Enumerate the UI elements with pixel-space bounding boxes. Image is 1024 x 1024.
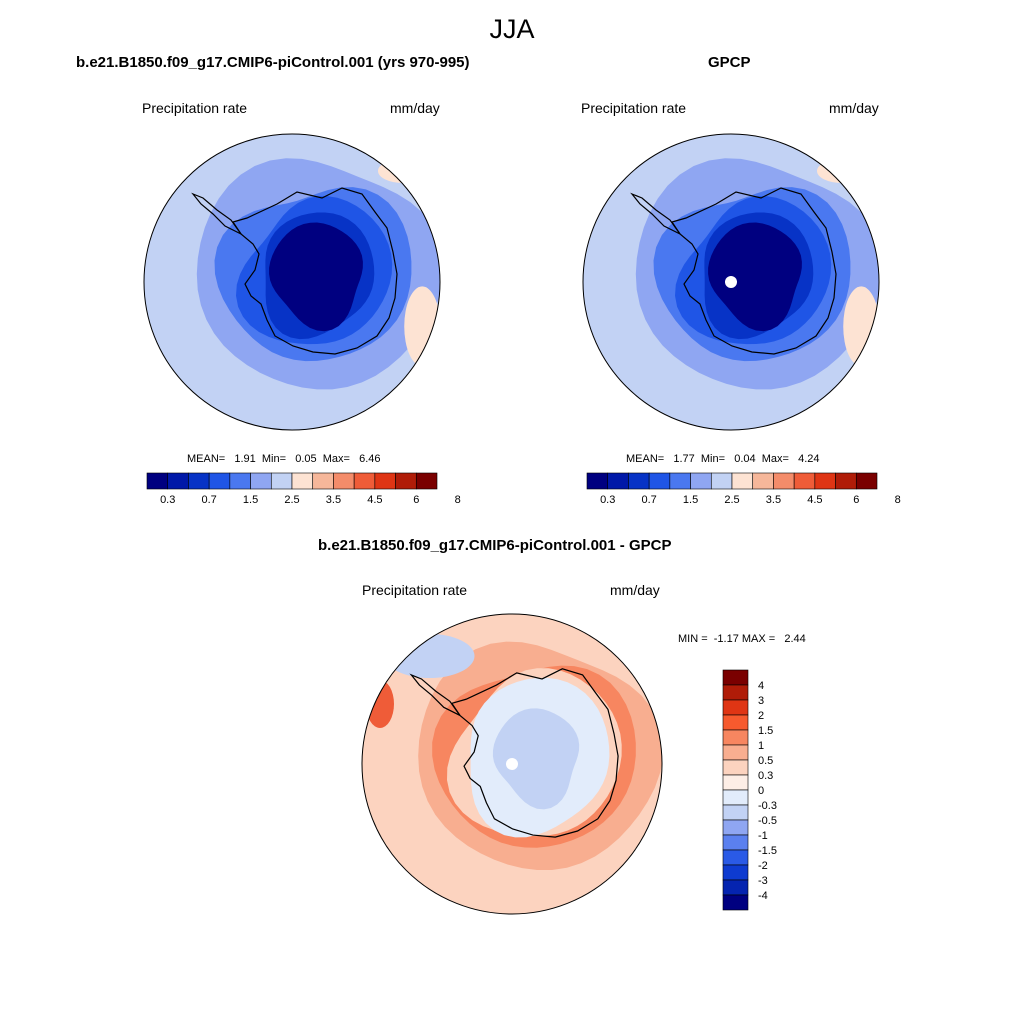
panel-diff-contour-4: [492, 708, 580, 810]
panel-obs-colorbar-tick-label: 8: [895, 494, 901, 506]
panel-diff-colorbar-tick-label: 1: [758, 740, 764, 752]
panel-diff-colorbar-box-5: [722, 744, 749, 761]
panel-obs-fill: [583, 134, 879, 430]
panel-diff-map-border: [361, 613, 663, 915]
panel-obs-colorbar-tick-label: 2.5: [724, 494, 739, 506]
panel-diff-colorbar-box-6: [722, 759, 749, 776]
panel-model-colorbar-tick-label: 1.5: [243, 494, 258, 506]
panel-diff-units-label: mm/day: [610, 582, 660, 598]
panel-model-stats: MEAN= 1.91 Min= 0.05 Max= 6.46: [187, 453, 381, 465]
panel-diff-pole-marker: [506, 758, 518, 770]
panel-obs-colorbar-tick-label: 4.5: [807, 494, 822, 506]
panel-diff-variable-label: Precipitation rate: [362, 582, 468, 598]
panel-diff-colorbar-tick-label: 0.3: [758, 770, 773, 782]
panel-diff-fill: [362, 614, 662, 914]
panel-diff-colorbar-box-11: [722, 834, 749, 851]
panel-obs-units-label: mm/day: [829, 100, 879, 116]
panel-obs-colorbar-tick-label: 0.7: [641, 494, 656, 506]
panel-model-colorbar-tick-label: 6: [413, 494, 419, 506]
panel-diff-colorbar-tick-label: -2: [758, 860, 768, 872]
panel-model-coastline: [191, 187, 398, 355]
panel-diff-title: b.e21.B1850.f09_g17.CMIP6-piControl.001 …: [318, 537, 672, 554]
panel-model-colorbar-tick-label: 4.5: [367, 494, 382, 506]
panel-diff-colorbar-box-15: [722, 894, 749, 911]
panel-obs-contour-4: [708, 222, 802, 332]
panel-model-colorbar-tick-label: 0.7: [201, 494, 216, 506]
panel-obs-colorbar-tick-label: 0.3: [600, 494, 615, 506]
panel-diff-colorbar-tick-label: 3: [758, 695, 764, 707]
panel-diff-colorbar-box-7: [722, 774, 749, 791]
panel-model-fill: [144, 134, 440, 430]
panel-obs-colorbar-tick-label: 1.5: [683, 494, 698, 506]
panel-diff-colorbar-box-2: [722, 699, 749, 716]
panel-diff-colorbar-tick-label: -4: [758, 890, 768, 902]
panel-diff-colorbar-tick-label: 0.5: [758, 755, 773, 767]
panel-diff-colorbar-tick-label: -1: [758, 830, 768, 842]
panel-model-colorbar-box-13: [415, 472, 438, 490]
panel-obs-map-border: [582, 133, 880, 431]
panel-diff-stats: MIN = -1.17 MAX = 2.44: [678, 633, 806, 645]
panel-model-map-border: [143, 133, 441, 431]
panel-model-colorbar-tick-label: 8: [455, 494, 461, 506]
panel-obs-coastline: [630, 187, 837, 355]
panel-model-variable-label: Precipitation rate: [142, 100, 248, 116]
panel-obs-colorbar-tick-label: 3.5: [766, 494, 781, 506]
panel-model-contour-4: [269, 222, 363, 332]
panel-diff-colorbar-box-3: [722, 714, 749, 731]
panel-diff-colorbar-tick-label: -0.3: [758, 800, 777, 812]
panel-diff-colorbar-box-8: [722, 789, 749, 806]
panel-diff-coastline: [409, 668, 619, 838]
panel-model-units-label: mm/day: [390, 100, 440, 116]
panel-model-colorbar-tick-label: 0.3: [160, 494, 175, 506]
panel-diff-colorbar-box-0: [722, 669, 749, 686]
panel-model-peninsula-outline: [191, 192, 242, 235]
panel-model-continent-outline: [232, 187, 398, 355]
panel-obs-colorbar-box-13: [855, 472, 878, 490]
panel-diff-colorbar-tick-label: -1.5: [758, 845, 777, 857]
figure-title: JJA: [489, 14, 535, 44]
panel-diff-colorbar-tick-label: -0.5: [758, 815, 777, 827]
panel-diff-colorbar-box-4: [722, 729, 749, 746]
panel-model-colorbar-tick-label: 2.5: [284, 494, 299, 506]
panel-model-title: b.e21.B1850.f09_g17.CMIP6-piControl.001 …: [76, 54, 470, 71]
panel-obs-peninsula-outline: [630, 192, 681, 235]
panel-diff-colorbar-box-1: [722, 684, 749, 701]
panel-obs-stats: MEAN= 1.77 Min= 0.04 Max= 4.24: [626, 453, 820, 465]
panel-diff-colorbar-tick-label: 2: [758, 710, 764, 722]
panel-diff-colorbar-tick-label: -3: [758, 875, 768, 887]
panel-diff-colorbar-box-12: [722, 849, 749, 866]
panel-obs-title: GPCP: [708, 54, 751, 71]
panel-obs-variable-label: Precipitation rate: [581, 100, 687, 116]
panel-obs-colorbar-tick-label: 6: [853, 494, 859, 506]
panel-diff-colorbar-tick-label: 1.5: [758, 725, 773, 737]
panel-diff-colorbar-box-9: [722, 804, 749, 821]
panel-diff-colorbar-box-13: [722, 864, 749, 881]
panel-diff-peninsula-outline: [409, 673, 461, 717]
panel-obs-pole-marker: [725, 276, 737, 288]
panel-obs-continent-outline: [671, 187, 837, 355]
panel-diff-colorbar-box-14: [722, 879, 749, 896]
panel-model-colorbar-tick-label: 3.5: [326, 494, 341, 506]
panel-diff-colorbar-tick-label: 0: [758, 785, 764, 797]
panel-diff-continent-outline: [450, 668, 619, 838]
panel-diff-colorbar-tick-label: 4: [758, 680, 764, 692]
panel-diff-colorbar-box-10: [722, 819, 749, 836]
